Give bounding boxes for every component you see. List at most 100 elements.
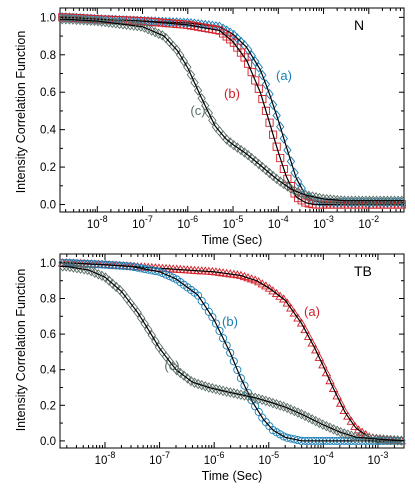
y-tick-label: 0.8 [40,50,56,62]
data-point [236,389,246,400]
data-point [269,130,278,139]
data-point [147,330,156,341]
data-point [314,352,325,361]
x-tick-label: 10-7 [149,450,170,467]
data-point [208,313,217,322]
data-point [397,195,406,206]
series-label: (c) [190,103,205,118]
data-point [115,18,124,30]
data-point [339,405,349,415]
data-point [240,390,249,401]
data-point [244,59,253,68]
data-point [350,431,360,443]
data-point [129,20,138,31]
data-point [293,313,303,322]
data-point [325,376,335,385]
data-point [271,288,282,298]
data-point [218,385,228,397]
data-point [254,84,263,93]
data-point [65,14,74,25]
data-point [268,99,278,111]
data-point [332,391,342,400]
data-point [354,195,364,206]
data-point [258,95,267,104]
data-point [278,294,289,303]
plot-frame [59,253,405,449]
data-point [279,164,288,174]
data-point [211,319,221,328]
data-point [86,15,96,26]
data-point [247,68,256,77]
data-point [165,272,174,281]
data-point [379,434,388,445]
data-point [382,434,392,445]
panel-label: TB [354,263,372,279]
fit-curve [60,16,404,206]
data-point [83,15,92,26]
data-point [254,407,263,416]
data-point [300,324,310,334]
data-point [229,387,238,399]
series-label: (b) [222,314,238,329]
series-label: (a) [276,68,292,83]
fit-curve [60,262,404,442]
y-tick-label: 1.0 [40,258,56,270]
data-point [201,100,210,111]
data-point [365,195,374,206]
x-tick-label: 10-6 [177,214,198,231]
data-point [293,176,303,187]
data-point [140,318,149,329]
data-point [393,435,402,446]
plot-frame [59,7,405,213]
data-point [286,156,296,167]
data-point [296,318,307,327]
data-point [328,383,339,393]
data-point [279,133,288,144]
data-point [183,61,192,73]
series-c [58,14,406,206]
data-point [233,388,242,400]
data-point [229,357,238,366]
data-point [376,195,385,206]
data-point [311,192,321,203]
data-point [154,267,163,276]
data-point [104,17,113,28]
data-point [172,365,181,376]
x-tick-label: 10-6 [204,450,225,467]
y-tick-label: 0.8 [40,293,56,305]
fit-curve [60,262,404,442]
series-label: (c) [164,358,179,373]
series-c [58,261,406,446]
series-a [57,258,407,445]
data-point [226,387,235,398]
data-point [72,14,81,26]
data-point [72,262,82,274]
data-point [336,195,346,206]
data-point [222,134,231,145]
data-point [290,167,299,178]
data-point [351,195,360,206]
data-point [97,16,106,27]
data-point [233,43,242,52]
data-point [208,115,217,126]
x-tick-label: 10-5 [223,214,244,231]
data-point [215,326,224,335]
y-tick-label: 0.0 [40,436,56,448]
series-a [58,12,406,208]
data-point [58,14,67,25]
data-point [368,195,378,206]
data-point [357,432,367,444]
data-point [315,192,324,204]
data-point [247,391,256,403]
data-point [118,19,128,30]
x-axis-label: Time (Sec) [202,233,263,247]
data-point [69,262,78,273]
data-point [111,18,121,29]
data-point [393,195,403,206]
data-point [140,15,149,27]
data-point [307,338,317,347]
data-point [289,308,300,317]
data-point [268,286,278,295]
data-point [375,434,385,445]
x-tick-label: 10-3 [368,450,389,467]
